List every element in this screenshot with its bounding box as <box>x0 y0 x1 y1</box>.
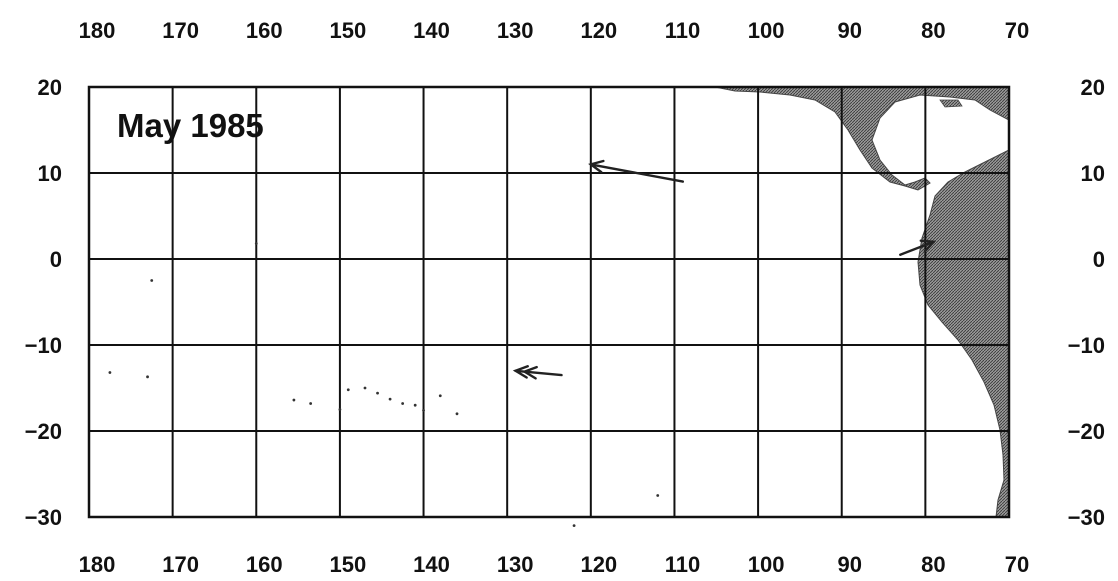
island-dots <box>108 242 660 527</box>
top-lon-tick-label: 140 <box>413 18 450 43</box>
left-lat-tick-label: 0 <box>50 247 62 272</box>
island-dot <box>455 412 459 416</box>
top-lon-tick-label: 110 <box>665 18 701 43</box>
land-layer <box>714 87 1009 517</box>
right-latitude-labels: 20 10 0 −10 −20 −30 <box>1068 75 1105 530</box>
map-title: May 1985 <box>117 107 264 144</box>
drifter-arrow-head <box>512 365 529 379</box>
caribbean-island <box>939 99 963 108</box>
right-lat-tick-label: 0 <box>1093 247 1105 272</box>
bottom-lon-tick-label: 130 <box>497 552 534 577</box>
top-lon-tick-label: 100 <box>748 18 785 43</box>
central-america-land <box>714 87 1009 191</box>
right-lat-tick-label: −10 <box>1068 333 1105 358</box>
drifter-arrow <box>899 239 937 256</box>
island-dot <box>388 397 392 401</box>
right-lat-tick-label: 10 <box>1081 161 1105 186</box>
island-dot <box>376 391 379 395</box>
right-lat-tick-label: −20 <box>1068 419 1105 444</box>
drifter-arrow-shaft <box>589 163 685 183</box>
island-dot <box>422 408 425 412</box>
bottom-lon-tick-label: 180 <box>79 552 116 577</box>
left-lat-tick-label: −10 <box>25 333 62 358</box>
map-frame <box>87 85 1011 519</box>
drifter-arrow <box>588 159 685 183</box>
bottom-lon-tick-label: 100 <box>748 552 785 577</box>
left-lat-tick-label: −20 <box>25 419 62 444</box>
drifter-arrow-head <box>521 365 538 380</box>
drifter-arrows <box>512 159 937 380</box>
top-lon-tick-label: 150 <box>330 18 367 43</box>
left-latitude-labels: 20 10 0 −10 −20 −30 <box>25 75 62 530</box>
right-lat-tick-label: −30 <box>1068 505 1105 530</box>
top-lon-tick-label: 160 <box>246 18 283 43</box>
left-lat-tick-label: −30 <box>25 505 62 530</box>
right-lat-tick-label: 20 <box>1081 75 1105 100</box>
top-lon-tick-label: 180 <box>79 18 116 43</box>
bottom-lon-tick-label: 160 <box>246 552 283 577</box>
bottom-lon-tick-label: 170 <box>162 552 199 577</box>
top-lon-tick-label: 130 <box>497 18 534 43</box>
bottom-lon-tick-label: 80 <box>921 552 945 577</box>
island-dot <box>346 388 350 392</box>
island-dot <box>309 402 313 405</box>
bottom-lon-tick-label: 70 <box>1005 552 1029 577</box>
top-lon-tick-label: 170 <box>162 18 199 43</box>
top-lon-tick-label: 90 <box>837 18 861 43</box>
left-lat-tick-label: 20 <box>38 75 62 100</box>
island-dot <box>656 494 660 497</box>
island-dot <box>292 398 296 402</box>
island-dot <box>108 371 112 374</box>
island-dot <box>438 394 442 398</box>
drifter-arrow-head <box>588 159 605 174</box>
top-lon-tick-label: 120 <box>580 18 617 43</box>
top-lon-tick-label: 70 <box>1005 18 1029 43</box>
island-dot <box>413 403 417 407</box>
drifter-arrow-head <box>919 239 937 253</box>
left-lat-tick-label: 10 <box>38 161 62 186</box>
bottom-lon-tick-label: 110 <box>665 552 701 577</box>
drifter-arrow-shaft <box>899 240 935 256</box>
top-lon-tick-label: 80 <box>921 18 945 43</box>
bottom-lon-tick-label: 140 <box>413 552 450 577</box>
island-dot <box>150 279 154 282</box>
island-dot <box>572 524 576 527</box>
bottom-longitude-labels: 180 170 160 150 140 130 120 110 100 90 80 70 <box>79 552 1030 577</box>
island-dot <box>363 386 367 390</box>
bottom-lon-tick-label: 90 <box>837 552 861 577</box>
top-longitude-labels: 180 170 160 150 140 130 120 110 100 90 80 70 <box>79 18 1030 43</box>
south-america-land <box>917 149 1009 517</box>
island-dot <box>254 242 258 245</box>
bottom-lon-tick-label: 150 <box>330 552 367 577</box>
bottom-lon-tick-label: 120 <box>580 552 617 577</box>
drifter-arrow <box>512 365 563 380</box>
island-dot <box>338 408 342 411</box>
island-dot <box>146 375 149 379</box>
island-dot <box>401 402 405 405</box>
